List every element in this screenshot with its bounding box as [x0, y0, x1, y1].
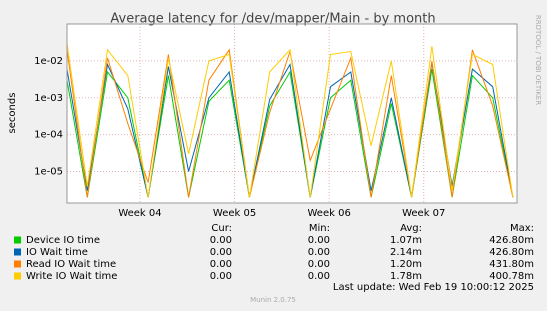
legend-value: 0.00 — [308, 235, 330, 246]
legend-label: IO Wait time — [26, 247, 88, 258]
y-tick-label: 1e-04 — [34, 130, 63, 141]
legend-value: 0.00 — [210, 247, 232, 258]
legend-header: Min: — [309, 223, 330, 234]
y-axis-label: seconds — [7, 93, 18, 134]
legend-value: 1.78m — [390, 271, 422, 282]
legend-header: Max: — [510, 223, 534, 234]
legend-label: Device IO time — [26, 235, 100, 246]
x-tick-label: Week 05 — [213, 208, 256, 219]
legend-value: 0.00 — [210, 259, 232, 270]
legend-value: 0.00 — [308, 271, 330, 282]
x-tick-label: Week 04 — [118, 208, 161, 219]
legend-value: 426.80m — [489, 247, 534, 258]
x-tick-label: Week 06 — [308, 208, 351, 219]
y-tick-label: 1e-02 — [34, 56, 63, 67]
legend-swatch — [14, 248, 21, 256]
series-line — [66, 43, 514, 198]
legend-label: Read IO Wait time — [26, 259, 116, 270]
legend-value: 400.78m — [489, 271, 534, 282]
chart-title: Average latency for /dev/mapper/Main - b… — [110, 12, 435, 27]
y-tick-label: 1e-05 — [34, 167, 63, 178]
legend-swatch — [14, 272, 21, 280]
legend-value: 431.80m — [489, 259, 534, 270]
plot-border — [66, 23, 518, 204]
legend-header: Avg: — [400, 223, 422, 234]
plot-area — [67, 24, 517, 203]
legend-value: 2.14m — [390, 247, 422, 258]
legend-swatch — [14, 260, 21, 268]
footer: Munin 2.0.75 — [250, 296, 296, 304]
x-tick-label: Week 07 — [402, 208, 445, 219]
y-tick-label: 1e-03 — [34, 93, 63, 104]
legend-value: 0.00 — [210, 235, 232, 246]
legend-swatch — [14, 236, 21, 244]
legend-header: Cur: — [211, 223, 232, 234]
last-update: Last update: Wed Feb 19 10:00:12 2025 — [333, 282, 534, 293]
legend-value: 426.80m — [489, 235, 534, 246]
side-text: RRDTOOL / TOBI OETIKER — [534, 15, 542, 105]
legend-value: 0.00 — [210, 271, 232, 282]
legend-value: 0.00 — [308, 259, 330, 270]
legend-label: Write IO Wait time — [26, 271, 117, 282]
legend-value: 0.00 — [308, 247, 330, 258]
legend-value: 1.07m — [390, 235, 422, 246]
legend-value: 1.20m — [390, 259, 422, 270]
